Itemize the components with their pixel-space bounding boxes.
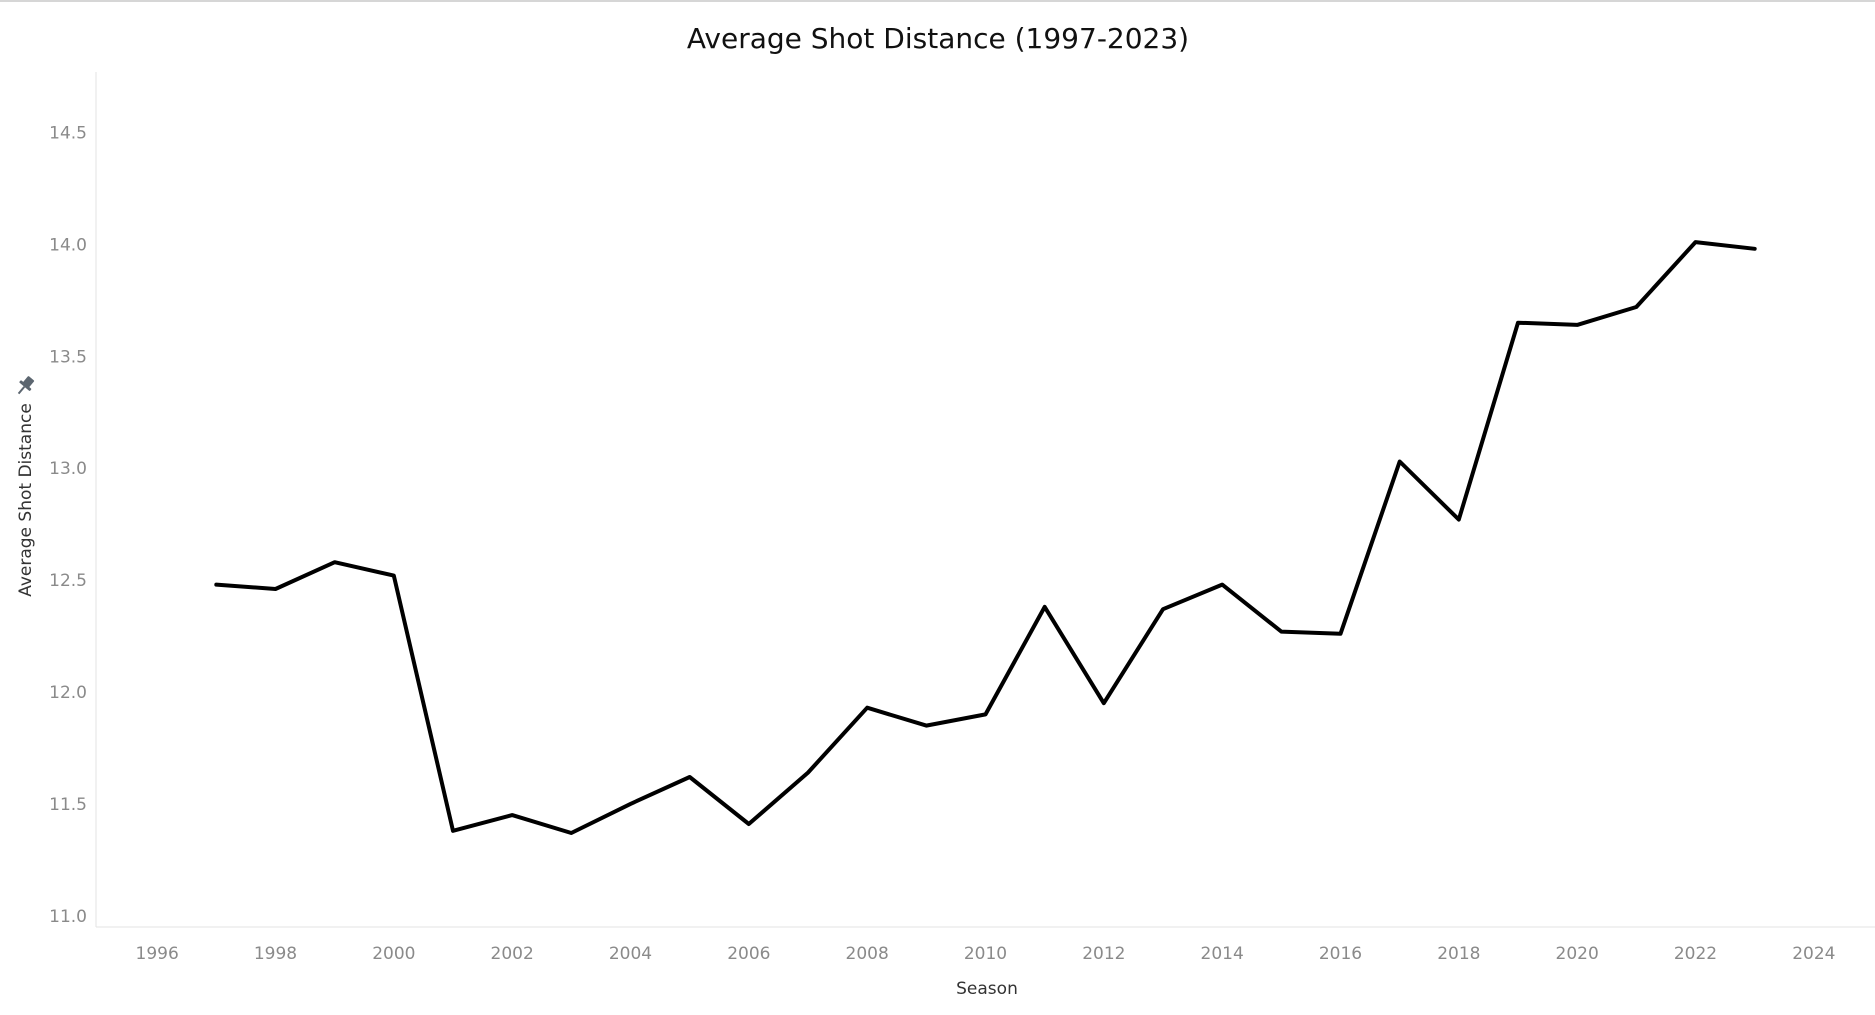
x-tick-label: 2008 <box>846 944 889 964</box>
y-axis-label-group: Average Shot Distance <box>16 403 36 597</box>
data-point[interactable] <box>1394 456 1406 468</box>
x-tick-label: 2018 <box>1437 944 1480 964</box>
x-tick-label: 2010 <box>964 944 1007 964</box>
data-point[interactable] <box>802 767 814 779</box>
data-point[interactable] <box>1216 579 1228 591</box>
y-tick-label: 14.0 <box>49 235 87 255</box>
x-tick-label: 2020 <box>1556 944 1599 964</box>
y-tick-label: 12.5 <box>49 571 87 591</box>
data-point[interactable] <box>270 583 282 595</box>
data-point[interactable] <box>1157 603 1169 615</box>
data-point[interactable] <box>1275 626 1287 638</box>
data-point[interactable] <box>447 825 459 837</box>
data-point[interactable] <box>1512 317 1524 329</box>
x-tick-label: 2014 <box>1201 944 1244 964</box>
y-axis-ticks: 11.0 11.5 12.0 12.5 13.0 13.5 14.0 14.5 <box>49 123 87 926</box>
data-point[interactable] <box>1630 301 1642 313</box>
x-tick-label: 2006 <box>727 944 770 964</box>
x-tick-label: 2024 <box>1792 944 1835 964</box>
data-point[interactable] <box>388 570 400 582</box>
y-tick-label: 14.5 <box>49 123 87 143</box>
pin-icon[interactable] <box>13 374 37 398</box>
x-axis-ticks: 1996 1998 2000 2002 2004 2006 2008 2010 2012 2014… <box>136 944 1836 964</box>
data-point[interactable] <box>329 556 341 568</box>
data-point[interactable] <box>920 720 932 732</box>
x-tick-label: 2022 <box>1674 944 1717 964</box>
y-tick-label: 13.5 <box>49 347 87 367</box>
x-tick-label: 2004 <box>609 944 652 964</box>
y-tick-label: 11.5 <box>49 795 87 815</box>
data-point[interactable] <box>861 702 873 714</box>
x-axis-label: Season <box>956 979 1018 999</box>
y-axis-label: Average Shot Distance <box>16 403 36 597</box>
data-point[interactable] <box>684 771 696 783</box>
x-tick-label: 2000 <box>372 944 415 964</box>
x-tick-label: 2012 <box>1082 944 1125 964</box>
data-point[interactable] <box>1098 697 1110 709</box>
y-tick-label: 13.0 <box>49 459 87 479</box>
x-tick-label: 1996 <box>136 944 179 964</box>
data-point[interactable] <box>1690 236 1702 248</box>
y-tick-label: 11.0 <box>49 907 87 927</box>
series-line[interactable] <box>214 240 1757 835</box>
series-layer <box>210 236 1761 839</box>
data-point[interactable] <box>565 827 577 839</box>
data-point[interactable] <box>506 809 518 821</box>
data-point[interactable] <box>210 579 222 591</box>
chart-title: Average Shot Distance (1997-2023) <box>687 22 1189 55</box>
data-point[interactable] <box>1571 319 1583 331</box>
data-point[interactable] <box>1335 628 1347 640</box>
data-point[interactable] <box>1453 514 1465 526</box>
data-point[interactable] <box>1039 601 1051 613</box>
y-tick-label: 12.0 <box>49 683 87 703</box>
data-point[interactable] <box>743 818 755 830</box>
data-point[interactable] <box>1749 243 1761 255</box>
top-border <box>0 0 1875 2</box>
x-tick-label: 1998 <box>254 944 297 964</box>
data-point[interactable] <box>980 708 992 720</box>
data-point[interactable] <box>625 798 637 810</box>
x-tick-label: 2002 <box>491 944 534 964</box>
x-tick-label: 2016 <box>1319 944 1362 964</box>
